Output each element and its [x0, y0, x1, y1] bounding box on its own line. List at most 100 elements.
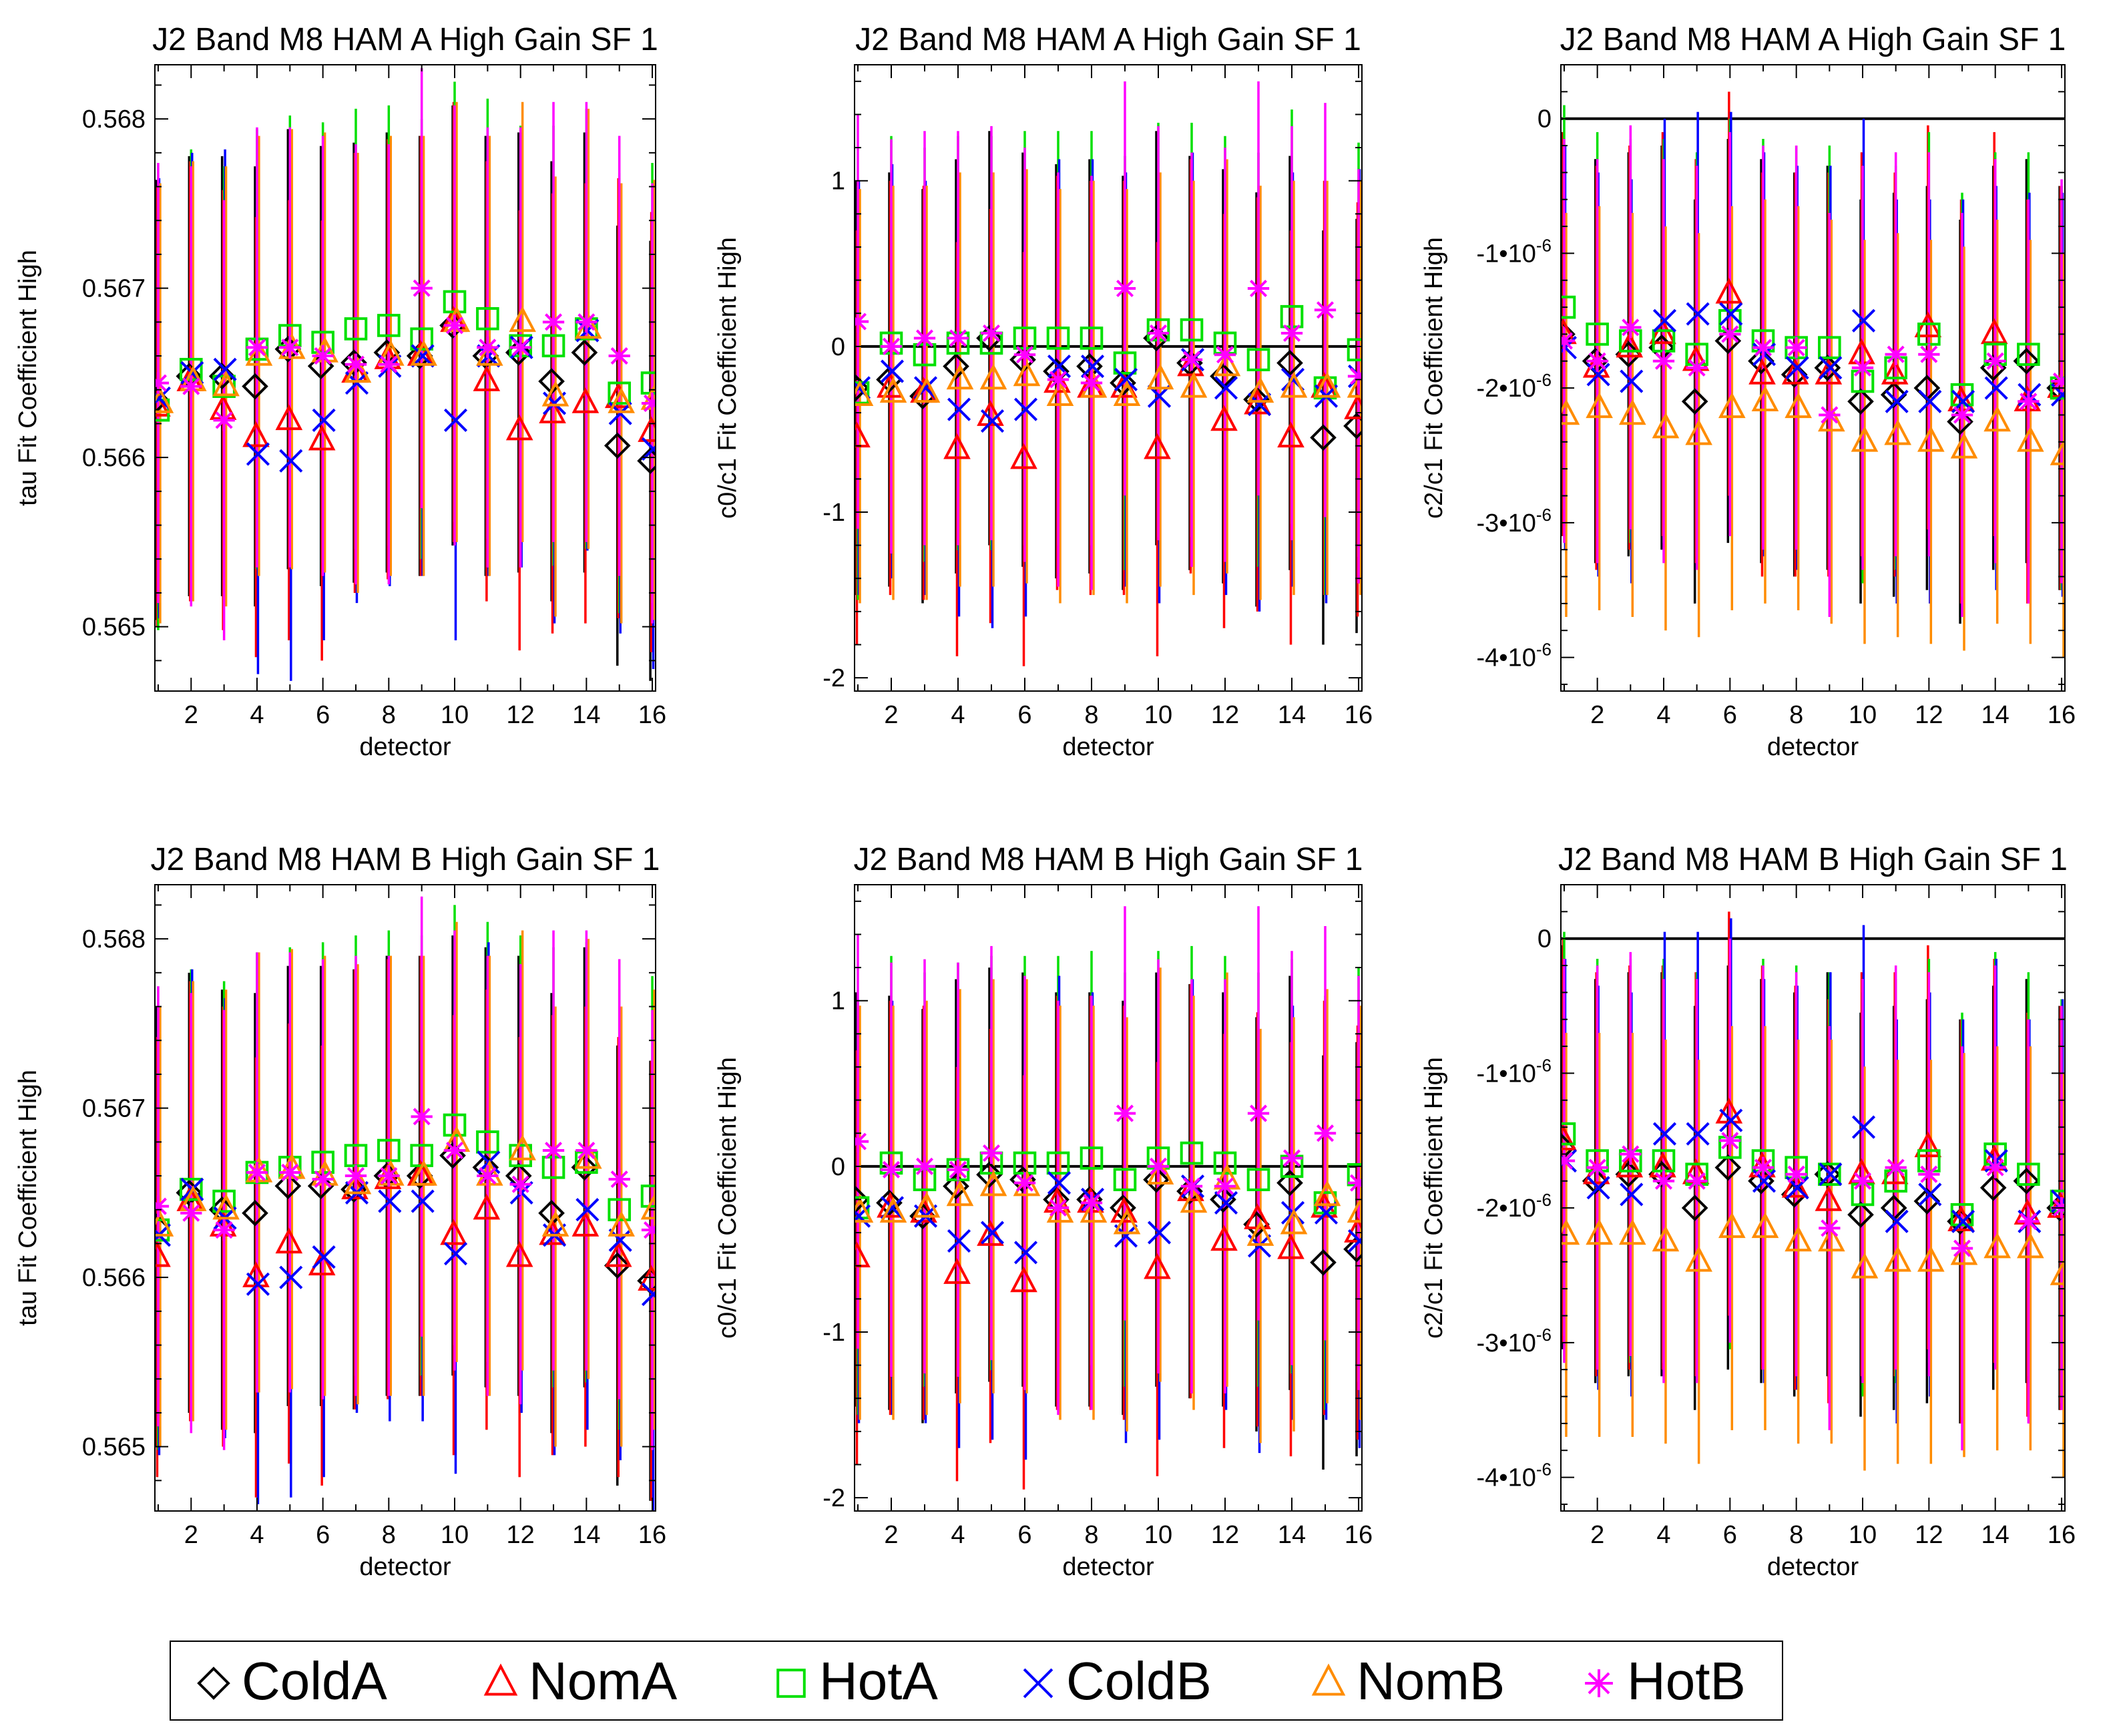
- data-point: [2017, 425, 2044, 452]
- data-point: [1314, 1122, 1337, 1144]
- data-point: [1010, 1266, 1037, 1293]
- data-point: [608, 387, 635, 413]
- data-point: [1310, 424, 1337, 451]
- data-point: [509, 1173, 531, 1195]
- data-point: [980, 1221, 1005, 1245]
- data-point: [571, 1211, 600, 1237]
- data-point: [855, 380, 874, 407]
- data-point: [1280, 322, 1303, 345]
- data-point: [571, 387, 600, 413]
- plot-frame: [854, 64, 1363, 692]
- data-point: [2017, 343, 2040, 366]
- y-tick-label-exponent: -6: [1536, 1055, 1552, 1075]
- chart-panel-2: J2 Band M8 HAM A High Gain SF 12 4 6 8 10 12 1…: [714, 22, 1373, 761]
- data-point: [1718, 392, 1746, 419]
- chart-title: J2 Band M8 HAM B High Gain SF 1: [854, 842, 1363, 877]
- data-point: [1347, 1197, 1362, 1223]
- y-tick-label: 0: [831, 333, 845, 361]
- data-point: [1586, 1219, 1613, 1245]
- y-tick-label-base: -3•10: [1477, 509, 1536, 537]
- y-axis-label: c0/c1 Fit Coefficient High: [714, 1057, 742, 1339]
- legend-marker: [197, 1667, 230, 1700]
- data-point: [155, 386, 171, 410]
- y-tick-label-exponent: -6: [1536, 505, 1552, 525]
- x-tick-label: 4: [1656, 1521, 1670, 1549]
- legend-label: NomA: [529, 1651, 678, 1711]
- y-tick-label: 0.565: [82, 614, 146, 642]
- data-point: [1851, 357, 1874, 379]
- data-point: [1951, 404, 1973, 426]
- x-tick-label: 10: [1144, 701, 1172, 729]
- data-point: [1276, 1169, 1303, 1197]
- x-tick-label: 6: [1017, 701, 1031, 729]
- data-point: [1213, 1151, 1237, 1175]
- data-point: [855, 381, 870, 405]
- data-point: [1851, 308, 1876, 333]
- data-point: [242, 373, 268, 400]
- data-point: [1047, 1171, 1072, 1195]
- y-tick-label: 0.566: [82, 444, 146, 472]
- markers-HotA: [155, 290, 656, 422]
- data-point: [880, 359, 905, 383]
- data-point: [279, 449, 303, 473]
- markers-HotB: [855, 1102, 1362, 1219]
- data-point: [1080, 327, 1104, 350]
- data-point: [1785, 337, 1807, 359]
- data-point: [1818, 1225, 1845, 1252]
- data-point: [1010, 443, 1037, 469]
- data-point: [1885, 343, 1907, 365]
- data-point: [879, 1197, 907, 1223]
- x-tick-label: 6: [316, 701, 330, 729]
- y-tick-label: -4•10-6: [1477, 640, 1552, 672]
- legend-label: HotB: [1627, 1651, 1746, 1711]
- data-point: [180, 375, 202, 397]
- data-point: [541, 381, 569, 407]
- x-tick-label: 8: [382, 1521, 396, 1549]
- data-point: [1950, 433, 1978, 459]
- x-tick-label: 14: [1981, 1521, 2010, 1549]
- y-tick-label: -1•10-6: [1477, 235, 1552, 268]
- data-point: [541, 334, 565, 358]
- legend-label: NomB: [1357, 1651, 1505, 1711]
- data-point: [1180, 1141, 1204, 1165]
- data-point: [1046, 380, 1074, 407]
- data-point: [604, 1241, 632, 1267]
- data-point: [155, 1195, 170, 1217]
- data-point: [946, 363, 974, 390]
- data-point: [1180, 349, 1203, 371]
- data-point: [279, 337, 301, 359]
- data-point: [608, 381, 632, 405]
- x-tick-label: 12: [507, 701, 535, 729]
- data-point: [509, 306, 536, 333]
- data-point: [1144, 433, 1171, 459]
- y-tick-label-exponent: -6: [1536, 1460, 1552, 1480]
- x-axis-label: detector: [1062, 733, 1154, 761]
- y-tick-label: 0.567: [82, 1095, 146, 1123]
- data-point: [640, 1193, 656, 1220]
- data-point: [1685, 1245, 1712, 1272]
- data-point: [213, 409, 235, 431]
- data-point: [1246, 1168, 1270, 1192]
- data-point: [1080, 1146, 1104, 1170]
- data-point: [541, 1211, 569, 1237]
- data-point: [213, 357, 237, 381]
- data-point: [1885, 1156, 1907, 1178]
- y-axis-label: tau Fit Coefficient High: [14, 250, 42, 506]
- data-point: [943, 433, 971, 459]
- data-point: [913, 377, 941, 403]
- data-point: [1013, 1172, 1036, 1194]
- data-point: [1013, 1241, 1038, 1265]
- data-point: [340, 1176, 367, 1203]
- x-tick-label: 12: [1915, 701, 1943, 729]
- data-point: [476, 306, 499, 331]
- data-point: [443, 1242, 468, 1266]
- data-point: [1819, 1217, 1841, 1239]
- data-point: [1918, 343, 1940, 365]
- data-point: [879, 377, 907, 403]
- data-point: [242, 421, 270, 447]
- data-point: [980, 322, 1003, 345]
- data-point: [2017, 1162, 2040, 1186]
- legend-marker: [776, 1669, 806, 1698]
- data-point: [1046, 327, 1070, 350]
- y-tick-label: -2•10-6: [1477, 370, 1552, 403]
